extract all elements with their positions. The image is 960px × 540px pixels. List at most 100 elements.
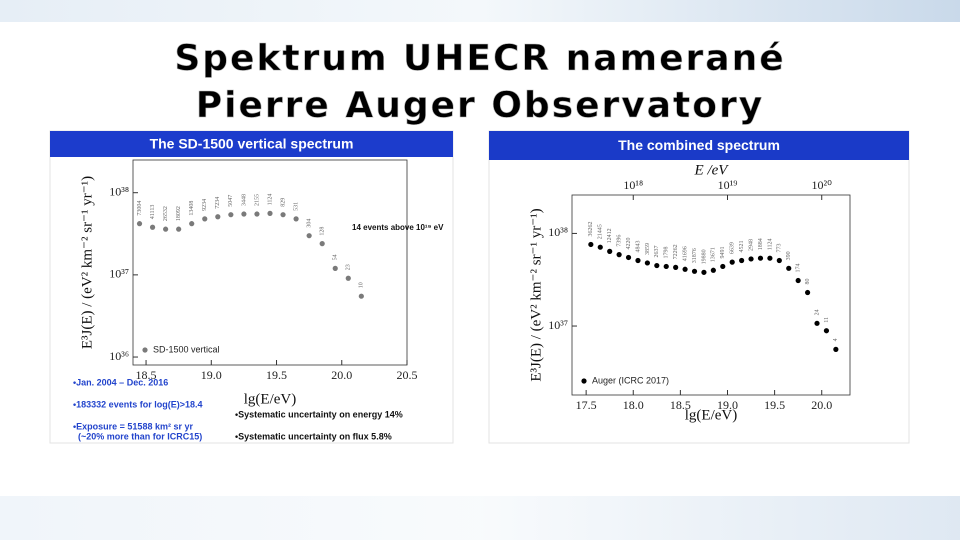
event-count: 10 (359, 282, 365, 288)
event-count: 80 (805, 279, 811, 285)
data-point (202, 216, 208, 222)
data-point (720, 263, 726, 270)
x-tick-label: 20.5 (397, 368, 418, 382)
bottom-band (0, 496, 960, 540)
data-point (710, 267, 716, 273)
data-point (795, 277, 801, 284)
data-point (241, 211, 247, 217)
data-point (729, 259, 735, 265)
y-axis-label: E³J(E) / (eV² km⁻² sr⁻¹ yr⁻¹) (79, 176, 95, 349)
data-point (136, 221, 143, 227)
data-point (654, 262, 660, 269)
data-point (293, 216, 299, 222)
data-point (823, 328, 830, 334)
note: •Systematic uncertainty on flux 5.8% (235, 431, 392, 441)
event-count: 4521 (739, 241, 745, 253)
event-count: 26532 (163, 206, 169, 221)
event-count: 2637 (654, 246, 660, 258)
legend-marker (142, 347, 148, 353)
data-point (597, 244, 603, 250)
event-count: 54 (333, 254, 339, 260)
x-axis-label: lg(E/eV) (244, 391, 296, 407)
event-count: 3859 (645, 243, 651, 255)
event-count: 2948 (748, 239, 754, 251)
x-tick-label: 18.5 (670, 398, 691, 412)
event-count: 1798 (664, 246, 670, 258)
x-tick-label: 20.0 (331, 368, 352, 382)
event-count: 4220 (626, 237, 632, 249)
data-point (644, 260, 650, 266)
x2-tick-label: 10²⁰ (812, 178, 833, 192)
note: (~20% more than for ICRC15) (78, 431, 202, 441)
event-count: 390 (786, 251, 792, 260)
x-tick-label: 19.5 (764, 398, 785, 412)
event-count: 18092 (176, 206, 182, 221)
data-point (748, 256, 754, 262)
event-count: 36262 (588, 221, 594, 236)
x-axis-label: lg(E/eV) (685, 407, 737, 423)
event-count: 72262 (673, 244, 679, 259)
event-count: 531 (293, 202, 299, 211)
data-point (682, 266, 688, 272)
event-count: 31876 (692, 248, 698, 263)
event-count: 21445 (598, 224, 604, 239)
data-point (616, 252, 622, 258)
data-point (767, 255, 773, 261)
x-tick-label: 18.5 (136, 368, 157, 382)
legend-label: SD-1500 vertical (153, 344, 220, 354)
data-point (635, 257, 641, 264)
event-count: 13408 (189, 201, 195, 216)
data-point (588, 241, 594, 248)
x2-tick-label: 10¹⁸ (623, 178, 643, 192)
legend-label: Auger (ICRC 2017) (592, 375, 669, 385)
data-point (280, 212, 286, 218)
y-tick-label: 10³⁸ (548, 225, 568, 239)
note: •183332 events for log(E)>18.4 (73, 399, 202, 409)
y-tick-label: 10³⁷ (109, 267, 129, 281)
y-tick-label: 10³⁷ (548, 318, 568, 332)
y-axis-label: E³J(E) / (eV² km⁻² sr⁻¹ yr⁻¹) (528, 208, 544, 381)
event-count: 11 (824, 317, 830, 323)
x2-tick-label: 10¹⁹ (718, 178, 738, 192)
data-point (215, 214, 221, 220)
data-point (189, 221, 195, 227)
data-point (757, 255, 764, 261)
title-bar (50, 131, 453, 157)
legend-marker (581, 378, 587, 384)
event-count: 7234 (215, 197, 221, 209)
note: •Exposure = 51588 km² sr yr (73, 421, 193, 431)
x-tick-label: 19.5 (266, 368, 287, 382)
event-count: 23 (346, 264, 352, 270)
note: •Systematic uncertainty on energy 14% (235, 409, 403, 419)
event-count: 1884 (758, 238, 764, 250)
event-count: 41696 (682, 246, 688, 261)
data-point (776, 257, 782, 264)
event-count: 6639 (730, 242, 736, 254)
x-tick-label: 19.0 (717, 398, 738, 412)
event-count: 41113 (150, 205, 156, 220)
event-count: 1124 (267, 194, 273, 206)
chart-panel (488, 130, 910, 444)
data-point (814, 320, 820, 326)
y-tick-label: 10³⁸ (109, 184, 129, 198)
data-point (786, 265, 792, 271)
data-point (319, 241, 325, 247)
event-count: 73004 (137, 201, 143, 216)
data-point (833, 346, 839, 352)
event-count: 304 (307, 219, 313, 228)
event-count: 24 (814, 309, 820, 315)
event-count: 128 (320, 227, 326, 236)
event-count: 773 (777, 244, 783, 253)
data-point (176, 226, 182, 232)
data-point (691, 268, 698, 274)
event-count: 5047 (228, 195, 234, 207)
data-point (673, 264, 679, 270)
event-count: 4 (833, 338, 839, 341)
event-count: 829 (280, 198, 286, 207)
event-count: 1124 (767, 238, 773, 250)
chart-title: The combined spectrum (618, 137, 780, 153)
event-count: 7396 (616, 235, 622, 247)
chart-title: The SD-1500 vertical spectrum (150, 136, 354, 152)
